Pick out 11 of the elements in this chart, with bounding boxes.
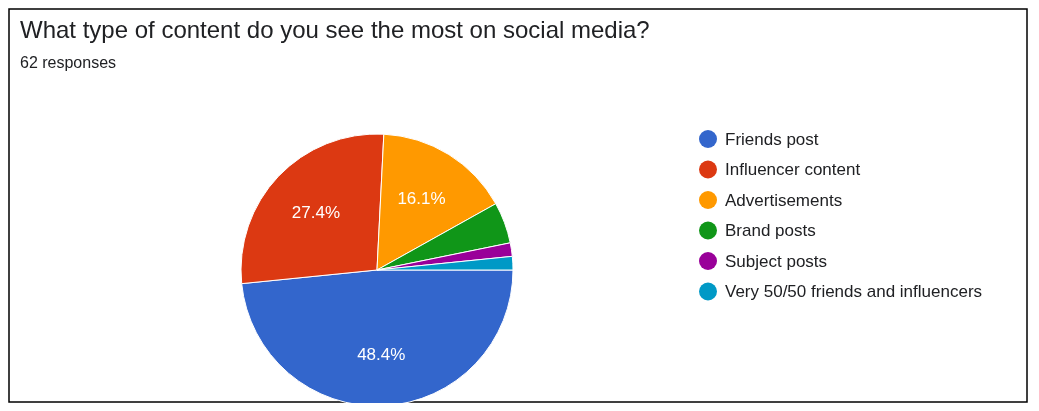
legend-label: Influencer content bbox=[725, 160, 861, 180]
data-label: 27.4% bbox=[291, 202, 340, 222]
data-label: 48.4% bbox=[357, 345, 406, 365]
legend-label: Subject posts bbox=[725, 251, 828, 271]
data-label: 16.1% bbox=[397, 189, 446, 209]
chart-title: What type of content do you see the most on social media? bbox=[20, 16, 650, 43]
legend-label: Advertisements bbox=[725, 190, 843, 210]
text: 62 responses bbox=[20, 54, 117, 71]
legend-label: Brand posts bbox=[725, 221, 816, 241]
legend-label: Very 50/50 friends and influencers bbox=[725, 282, 983, 302]
legend-label: Friends post bbox=[725, 129, 819, 149]
